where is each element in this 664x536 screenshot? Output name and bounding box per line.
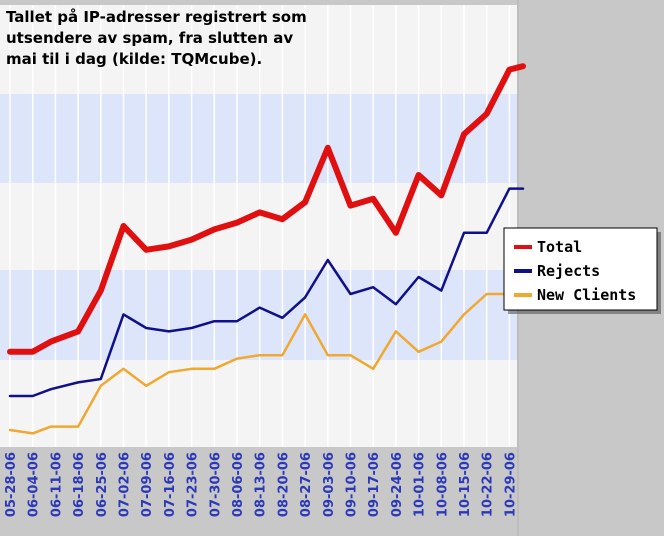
legend-label-total: Total — [537, 238, 582, 256]
x-tick-label: 09-24-06 — [390, 452, 405, 517]
x-tick-label: 08-20-06 — [276, 452, 291, 517]
x-tick-label: 07-16-06 — [163, 452, 178, 517]
x-tick-label: 06-18-06 — [72, 452, 87, 517]
x-tick-label: 05-28-06 — [4, 452, 19, 517]
series-lines — [7, 63, 526, 435]
series-line-rejects — [8, 187, 525, 398]
x-tick-label: 07-02-06 — [118, 452, 133, 517]
x-tick-label: 10-01-06 — [413, 452, 428, 517]
vertical-gridlines — [9, 5, 511, 447]
title-line-1: Tallet på IP-adresser registrert som — [6, 8, 307, 26]
legend: Total Rejects New Clients — [503, 227, 661, 314]
band-1 — [0, 94, 517, 183]
x-tick-label: 07-23-06 — [186, 452, 201, 517]
plot-background — [0, 5, 517, 447]
x-tick-label: 10-08-06 — [435, 452, 450, 517]
x-tick-label: 06-25-06 — [95, 452, 110, 517]
x-tick-label: 08-27-06 — [299, 452, 314, 517]
chart-title: Tallet på IP-adresser registrert som uts… — [6, 8, 307, 68]
x-tick-label: 10-15-06 — [458, 452, 473, 517]
background-bands — [0, 0, 519, 536]
x-tick-label: 09-10-06 — [345, 452, 360, 517]
x-tick-label: 09-03-06 — [322, 452, 337, 517]
series-line-total — [7, 63, 526, 355]
series-line-new-clients — [8, 289, 525, 435]
x-tick-label: 07-09-06 — [140, 452, 155, 517]
legend-label-new-clients: New Clients — [537, 286, 636, 304]
x-tick-label: 08-13-06 — [254, 452, 269, 517]
x-tick-label: 07-30-06 — [208, 452, 223, 517]
x-tick-label: 10-29-06 — [503, 452, 518, 517]
x-tick-label: 08-06-06 — [231, 452, 246, 517]
title-line-3: mai til i dag (kilde: TQMcube). — [6, 50, 262, 68]
x-tick-label: 06-11-06 — [49, 452, 64, 517]
legend-label-rejects: Rejects — [537, 262, 600, 280]
x-tick-label: 10-22-06 — [481, 452, 496, 517]
x-tick-label: 06-04-06 — [27, 452, 42, 517]
title-line-2: utsendere av spam, fra slutten av — [6, 29, 293, 47]
x-tick-labels: 05-28-06 06-04-06 06-11-06 06-18-06 06-25-06… — [4, 452, 518, 517]
x-tick-label: 09-17-06 — [367, 452, 382, 517]
